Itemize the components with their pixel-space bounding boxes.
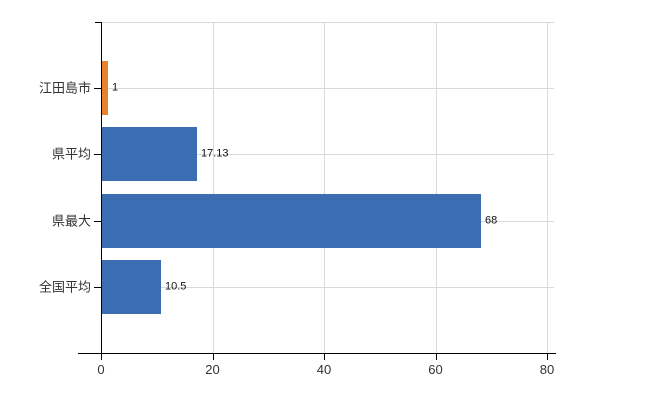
x-tick-label: 40 — [316, 362, 332, 377]
category-label: 県最大 — [51, 213, 91, 229]
x-axis-tick — [101, 353, 102, 360]
x-tick-label: 0 — [97, 362, 105, 377]
gridline-horizontal — [102, 286, 554, 288]
gridline-vertical — [435, 22, 437, 353]
y-axis-top-tick — [95, 22, 101, 23]
bar-江田島市 — [102, 61, 108, 116]
x-axis-tick — [547, 353, 548, 360]
gridline-vertical — [324, 22, 325, 353]
x-axis-tick — [435, 353, 437, 360]
gridline-vertical — [212, 22, 214, 353]
y-axis-tick — [94, 88, 101, 90]
category-label: 県平均 — [51, 146, 91, 162]
y-axis-tick — [94, 154, 101, 156]
bar-value-label: 17.13 — [201, 147, 229, 160]
gridline-horizontal — [102, 154, 554, 156]
y-axis-tick — [94, 220, 101, 222]
bar-value-label: 10.5 — [165, 280, 187, 293]
x-tick-label: 80 — [539, 362, 555, 377]
bar-県最大 — [102, 193, 481, 248]
x-axis-line — [78, 353, 556, 354]
plot-area — [101, 22, 554, 353]
y-axis-line — [101, 22, 102, 353]
x-tick-label: 60 — [428, 362, 443, 377]
x-tick-label: 20 — [205, 362, 220, 377]
category-label: 全国平均 — [38, 279, 91, 295]
plot-top-border — [101, 22, 554, 23]
gridline-horizontal — [102, 88, 554, 90]
x-axis-tick — [324, 353, 325, 360]
bar-value-label: 1 — [112, 81, 119, 94]
bar-全国平均 — [102, 259, 161, 314]
x-axis-tick — [212, 353, 214, 360]
bar-value-label: 68 — [485, 214, 498, 227]
y-axis-tick — [94, 286, 101, 288]
bar-県平均 — [102, 127, 197, 182]
gridline-vertical — [547, 22, 548, 353]
category-label: 江田島市 — [38, 80, 91, 96]
